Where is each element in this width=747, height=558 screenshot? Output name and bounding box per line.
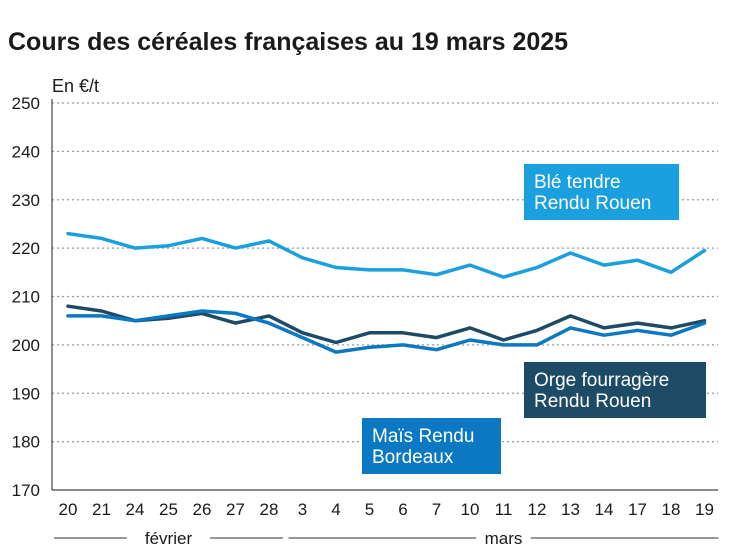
x-tick-label: 10 [461,500,480,519]
x-tick-label: 27 [226,500,245,519]
x-tick-label: 19 [695,500,714,519]
series-label-text: Orge fourragère [534,370,669,391]
series-line [66,304,707,345]
y-tick-label: 210 [12,288,40,307]
series-lines [66,231,707,354]
x-tick-label: 6 [398,500,407,519]
y-tick-label: 180 [12,433,40,452]
month-label: mars [485,529,523,548]
series-label-box [524,164,679,220]
series-label-text: Rendu Rouen [534,391,651,412]
chart-title: Cours des céréales françaises au 19 mars… [8,28,568,56]
y-tick-label: 170 [12,481,40,500]
series-line [66,231,707,279]
x-tick-label: 28 [260,500,279,519]
x-tick-label: 5 [365,500,374,519]
x-tick-label: 11 [495,500,513,519]
series-line [66,309,707,354]
x-tick-label: 18 [662,500,681,519]
x-tick-label: 3 [298,500,307,519]
y-tick-label: 200 [12,336,40,355]
x-tick-label: 7 [432,500,441,519]
x-tick-label: 13 [561,500,580,519]
x-tick-label: 21 [92,500,111,519]
y-tick-label: 240 [12,142,40,161]
month-label: février [145,529,193,548]
y-tick-label: 230 [12,191,40,210]
series-label-text: Blé tendre [534,172,621,193]
series-label-box [524,362,706,418]
x-tick-labels: 20 21 24 25 26 27 28 3 4 5 6 7 10 11 12 13 14 17 18 19 [59,500,714,519]
series-label-box [362,418,501,474]
series-label-text: Rendu Rouen [534,193,651,214]
y-tick-label: 220 [12,239,40,258]
x-tick-label: 14 [595,500,614,519]
y-tick-labels: 170 180 190 200 210 220 230 240 250 [12,94,40,500]
series-label-text: Maïs Rendu [372,426,474,447]
x-tick-label: 25 [159,500,178,519]
x-tick-label: 17 [628,500,647,519]
y-axis-unit-label: En €/t [52,76,99,96]
x-tick-label: 4 [331,500,340,519]
x-tick-label: 24 [126,500,145,519]
y-tick-label: 250 [12,94,40,113]
month-groups: février mars [54,529,719,548]
x-tick-label: 12 [528,500,547,519]
x-tick-label: 26 [193,500,212,519]
y-tick-label: 190 [12,384,40,403]
series-label-text: Bordeaux [372,447,454,468]
x-tick-label: 20 [59,500,78,519]
